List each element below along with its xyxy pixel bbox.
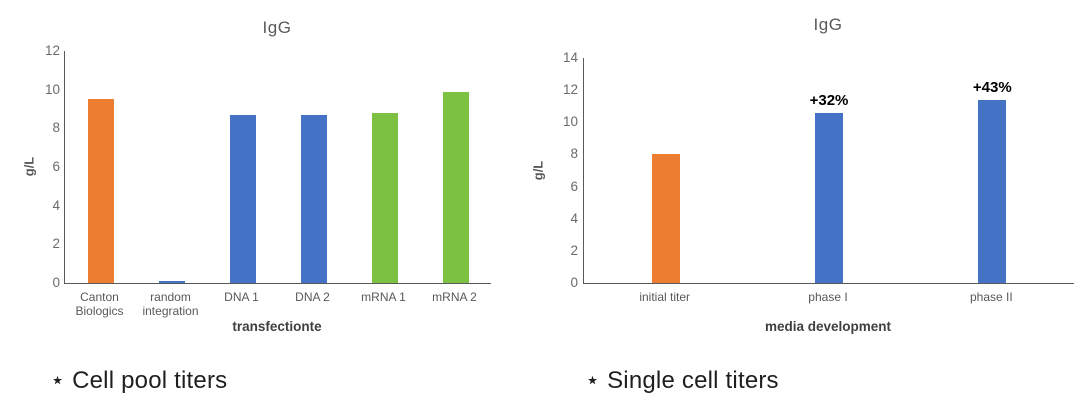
y-tick-label: 2	[52, 236, 60, 252]
bar	[371, 112, 398, 283]
chart-caption: ⋆ Single cell titers	[585, 367, 779, 394]
bar-slot	[420, 51, 491, 283]
y-axis-ticks: 0 2 4 6 8 10 12	[22, 43, 60, 290]
chart-title: IgG	[262, 18, 292, 37]
y-tick-label: 12	[44, 43, 60, 58]
category-label: phase II	[969, 290, 1013, 304]
bar-slot	[349, 51, 420, 283]
category-label: Canton Biologics	[75, 290, 124, 319]
y-tick-label: 6	[570, 178, 578, 194]
y-tick-label: 6	[52, 159, 60, 174]
bar	[229, 114, 256, 283]
bar	[442, 91, 469, 283]
y-tick-label: 10	[44, 81, 60, 97]
chart-title: IgG	[813, 15, 843, 34]
plot-area	[64, 51, 491, 284]
bar	[651, 154, 680, 283]
category-label: DNA 2	[295, 290, 330, 304]
category-labels: Canton Biologics random integration DNA 1 D…	[64, 290, 490, 319]
bar-value-label: +43%	[972, 78, 1012, 96]
category-label: phase I	[808, 290, 848, 304]
bar	[978, 99, 1007, 283]
category-labels: initial titer phase I phase II	[583, 290, 1073, 304]
bar	[158, 281, 185, 283]
y-tick-label: 8	[570, 146, 578, 162]
bar-value-label: +32%	[809, 91, 849, 109]
x-axis-title: transfectionte	[232, 319, 322, 334]
category-label: random integration	[142, 290, 199, 319]
y-tick-label: 8	[52, 120, 60, 136]
plot-area: +32% +43%	[583, 58, 1074, 284]
bar-slot	[584, 58, 747, 283]
category-label: initial titer	[639, 290, 690, 304]
y-tick-label: 0	[52, 275, 60, 290]
y-tick-label: 12	[562, 82, 578, 98]
bar	[87, 99, 114, 283]
category-label: DNA 1	[224, 290, 259, 304]
category-label: mRNA 1	[361, 290, 406, 304]
chart-caption: ⋆ Cell pool titers	[50, 367, 228, 394]
y-tick-label: 14	[562, 50, 578, 65]
y-tick-label: 4	[570, 210, 578, 226]
y-tick-label: 0	[570, 275, 578, 290]
bar-slot: +43%	[911, 58, 1074, 283]
x-axis-title: media development	[764, 319, 892, 334]
y-axis-ticks: 0 2 4 6 8 10 12 14	[540, 50, 578, 290]
bar-slot	[278, 51, 349, 283]
bar-slot	[207, 51, 278, 283]
bar-slot	[136, 51, 207, 283]
y-tick-label: 4	[52, 197, 60, 213]
bar-slot: +32%	[747, 58, 910, 283]
y-tick-label: 10	[562, 114, 578, 130]
bar	[300, 114, 327, 283]
y-tick-label: 2	[570, 242, 578, 258]
chart-cell-pool-titers: IgG g/L 0 2 4 6 8 10 12 Canton Biologics random…	[20, 10, 530, 410]
bar-slot	[65, 51, 136, 283]
chart-single-cell-titers: IgG g/L 0 2 4 6 8 10 12 14 +32% +43% initial tit…	[530, 10, 1082, 410]
bar	[814, 112, 843, 283]
category-label: mRNA 2	[432, 290, 477, 304]
